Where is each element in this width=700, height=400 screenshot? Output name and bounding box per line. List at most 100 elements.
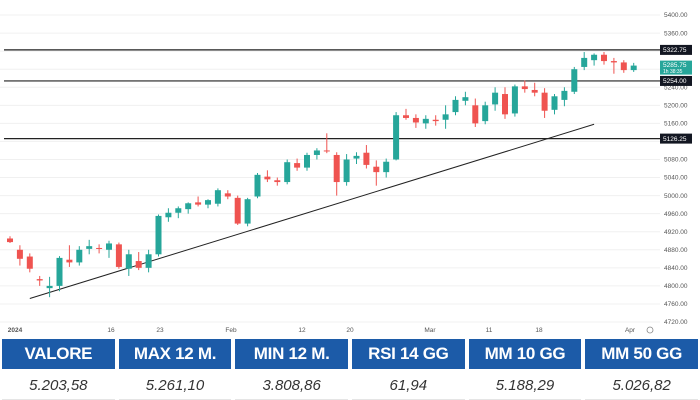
candle-up: [581, 57, 588, 67]
candle-up: [244, 199, 251, 224]
candle-down: [412, 117, 419, 123]
candle-down: [224, 193, 231, 197]
candle-up: [86, 246, 93, 249]
candle-down: [610, 61, 617, 63]
price-level-label: 5254.00: [663, 78, 687, 85]
candle-down: [234, 197, 241, 224]
candle-up: [482, 105, 489, 122]
candle-up: [185, 203, 192, 210]
last-price-badge: [660, 60, 692, 75]
y-tick-label: 4760.00: [664, 301, 688, 308]
stat-valore: VALORE 5.203,58: [2, 339, 115, 400]
candle-up: [254, 174, 261, 197]
candle-down: [502, 94, 508, 115]
stat-label: VALORE: [2, 339, 115, 369]
candle-up: [462, 97, 469, 101]
y-tick-label: 4920.00: [664, 229, 688, 236]
candle-down: [531, 89, 538, 93]
candle-down: [601, 54, 607, 62]
candle-down: [373, 166, 380, 173]
candle-down: [472, 105, 479, 124]
last-price-countdown: 1h 38:35: [663, 69, 683, 75]
stat-value: 61,94: [351, 371, 465, 400]
stat-mm-50gg: MM 50 GG 5.026,82: [585, 339, 698, 400]
price-level-label: 5322.75: [663, 47, 687, 54]
y-tick-label: 5160.00: [664, 121, 688, 128]
y-tick-label: 5000.00: [664, 193, 688, 200]
stat-max-12m: MAX 12 M. 5.261,10: [118, 339, 232, 400]
candle-up: [452, 99, 459, 113]
y-tick-label: 5040.00: [664, 175, 688, 182]
candle-down: [115, 244, 122, 267]
x-tick-label: 16: [107, 327, 115, 334]
x-tick-label: 23: [156, 327, 164, 334]
price-level-badge: [660, 133, 692, 144]
x-tick-label: 11: [486, 327, 493, 334]
price-level-badge: [660, 75, 692, 86]
x-tick-label: Mar: [424, 327, 436, 334]
candle-down: [521, 86, 528, 90]
y-tick-label: 4720.00: [664, 319, 688, 326]
stat-label: MM 50 GG: [585, 339, 698, 369]
candle-up: [155, 215, 162, 255]
y-tick-label: 5400.00: [664, 12, 688, 19]
x-tick-label: 18: [535, 327, 543, 334]
candle-up: [343, 159, 350, 183]
candle-up: [145, 254, 152, 268]
candle-down: [294, 163, 301, 168]
candle-up: [511, 86, 518, 114]
y-tick-label: 4880.00: [664, 247, 688, 254]
trend-line: [29, 123, 595, 300]
stat-rsi-14gg: RSI 14 GG 61,94: [351, 339, 465, 400]
candle-up: [165, 212, 172, 218]
candle-down: [403, 115, 409, 118]
candle-down: [363, 152, 370, 165]
candle-up: [175, 208, 182, 213]
y-tick-label: 5200.00: [664, 103, 688, 110]
candle-down: [16, 249, 23, 259]
price-chart: 5400.005360.005320.005280.005240.005200.…: [0, 12, 692, 334]
candle-up: [304, 154, 310, 168]
stats-table: VALORE 5.203,58 MAX 12 M. 5.261,10 MIN 1…: [2, 339, 698, 400]
stat-value: 5.026,82: [585, 371, 698, 400]
stat-label: MAX 12 M.: [118, 339, 232, 369]
candle-down: [66, 259, 73, 263]
x-tick-label: Feb: [225, 327, 237, 334]
x-tick-label: 12: [298, 327, 306, 334]
candle-up: [205, 200, 211, 205]
candle-down: [195, 202, 202, 205]
candle-up: [56, 257, 63, 286]
x-tick-label: Apr: [625, 327, 636, 334]
candle-up: [106, 243, 112, 250]
candle-down: [274, 180, 281, 183]
x-tick-label: 20: [346, 327, 354, 334]
candle-down: [620, 62, 627, 71]
candle-up: [422, 118, 429, 124]
candle-down: [135, 261, 142, 268]
candle-up: [313, 150, 320, 155]
candle-down: [96, 247, 103, 249]
stat-mm-10gg: MM 10 GG 5.188,29: [468, 339, 582, 400]
settings-icon: [646, 326, 654, 334]
candle-up: [492, 92, 499, 105]
candle-down: [7, 238, 13, 243]
candle-down: [323, 150, 330, 152]
y-tick-label: 5080.00: [664, 157, 688, 164]
candle-up: [571, 69, 578, 92]
candle-up: [125, 254, 132, 269]
y-tick-label: 4840.00: [664, 265, 688, 272]
candle-down: [432, 119, 439, 122]
stat-value: 3.808,86: [235, 371, 348, 400]
candle-up: [214, 190, 221, 204]
candle-down: [541, 92, 548, 111]
candle-down: [26, 256, 33, 269]
y-tick-label: 5240.00: [664, 84, 688, 91]
candle-up: [561, 90, 568, 100]
candle-down: [264, 176, 271, 180]
candle-up: [353, 155, 360, 159]
candle-up: [442, 114, 449, 120]
last-price-label: 5285.75: [663, 62, 687, 69]
candle-down: [36, 279, 43, 281]
candle-up: [76, 249, 83, 263]
y-tick-label: 4960.00: [664, 211, 688, 218]
